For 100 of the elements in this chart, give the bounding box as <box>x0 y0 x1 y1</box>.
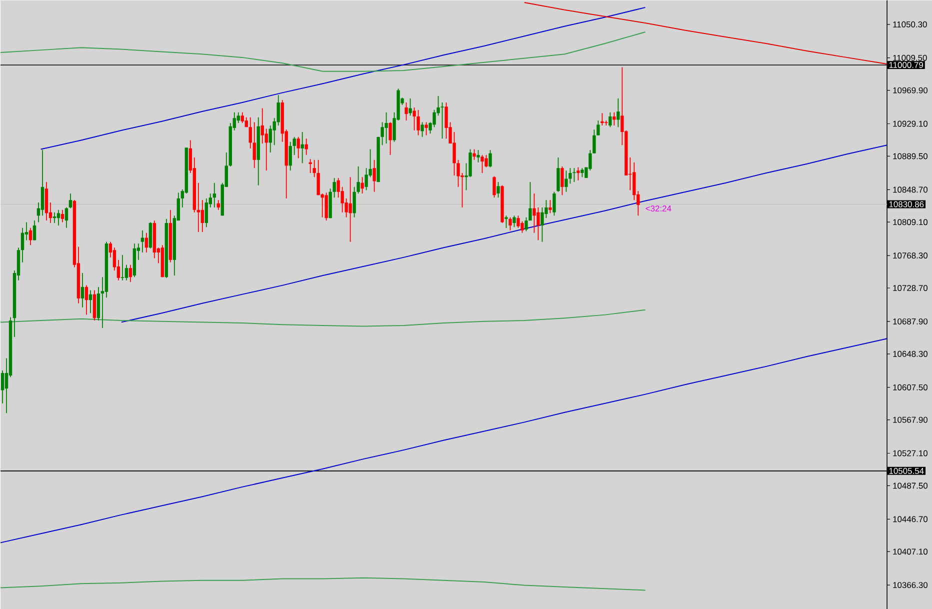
candlestick <box>32 220 36 240</box>
candlestick <box>488 149 492 168</box>
candlestick <box>572 167 576 182</box>
candlestick <box>364 167 368 190</box>
candlestick <box>564 170 568 192</box>
candlestick <box>592 128 596 154</box>
line-series <box>0 31 646 72</box>
candlestick <box>20 227 24 263</box>
candlestick <box>468 148 472 178</box>
y-tick-label: 10487.50 <box>893 482 928 488</box>
candlestick <box>380 122 384 146</box>
candlestick <box>492 176 496 198</box>
ref-line-label: 10830.86 <box>889 201 924 208</box>
y-tick-label: 10809.10 <box>893 218 928 225</box>
candlestick <box>480 154 484 174</box>
candlestick <box>532 192 536 234</box>
candlestick <box>144 232 148 253</box>
candlestick <box>372 159 376 192</box>
candlestick <box>200 199 204 232</box>
candlestick <box>524 216 528 232</box>
candlestick <box>68 192 72 208</box>
candlestick <box>388 122 392 156</box>
candlestick <box>56 209 60 226</box>
candlestick <box>140 230 144 253</box>
annotation: <32:24 <box>646 205 672 212</box>
candlestick <box>120 254 124 281</box>
candlestick <box>264 128 268 171</box>
candlestick <box>88 290 92 314</box>
ref-line-label: 10505.54 <box>889 468 924 474</box>
candlestick <box>204 198 208 228</box>
candlestick <box>80 272 84 308</box>
y-tick-label: 10969.90 <box>893 87 928 94</box>
y-tick-label: 10446.70 <box>893 516 928 522</box>
candlestick <box>324 192 328 221</box>
y-tick-label: 10527.10 <box>893 450 928 456</box>
candlestick <box>124 264 128 281</box>
candlestick <box>240 112 244 124</box>
candlestick <box>440 102 444 139</box>
candlestick <box>332 177 336 198</box>
candlestick <box>28 227 32 246</box>
candlestick <box>472 148 476 160</box>
candlestick <box>40 149 44 216</box>
candlestick <box>496 181 500 198</box>
candlestick <box>92 290 96 321</box>
candlestick <box>452 131 456 176</box>
y-tick-label: 10848.70 <box>893 186 928 192</box>
candlestick <box>432 109 436 128</box>
candlestick <box>288 141 292 171</box>
candlestick <box>128 264 132 282</box>
candlestick <box>568 167 572 184</box>
line-series <box>40 6 646 150</box>
y-tick-label: 10889.50 <box>893 152 928 159</box>
y-tick-label: 10728.70 <box>893 284 928 291</box>
y-tick-label: 10366.30 <box>893 582 928 588</box>
candlestick <box>456 159 460 188</box>
candlestick <box>252 122 256 168</box>
candlestick <box>512 214 516 228</box>
candlestick <box>608 112 612 128</box>
candlestick <box>384 112 388 144</box>
candlestick <box>248 116 252 149</box>
candlestick <box>404 102 408 121</box>
candlestick <box>216 199 220 210</box>
line-series <box>0 577 646 590</box>
candlestick <box>504 214 508 228</box>
candlestick <box>352 186 356 218</box>
candlestick <box>416 109 420 136</box>
candlestick <box>528 181 532 221</box>
candlestick <box>304 138 308 156</box>
candlestick <box>196 182 200 232</box>
candlestick <box>548 199 552 214</box>
candlestick <box>476 149 480 163</box>
candlestick <box>308 158 312 174</box>
candlestick <box>244 116 248 128</box>
candlestick <box>536 206 540 240</box>
candlestick <box>212 182 216 208</box>
candlestick <box>0 370 4 404</box>
candlestick <box>596 120 600 136</box>
candlestick <box>616 98 620 128</box>
candlestick <box>552 191 556 216</box>
candlestick <box>408 98 412 116</box>
candlestick <box>556 156 560 192</box>
candlestick <box>600 112 604 126</box>
candlestick <box>420 122 424 138</box>
candlestick <box>612 112 616 126</box>
y-tick-label: 11050.30 <box>893 21 927 28</box>
candlestick <box>300 131 304 164</box>
candlestick <box>580 167 584 178</box>
y-tick-label: 10768.30 <box>893 252 928 258</box>
y-tick-label: 10687.90 <box>893 318 928 324</box>
candlestick <box>268 124 272 153</box>
candlestick <box>516 214 520 228</box>
candlestick <box>520 220 524 234</box>
candlestick <box>560 166 564 196</box>
candlestick <box>540 206 544 242</box>
candlestick <box>484 154 488 168</box>
candlestick <box>424 122 428 136</box>
y-tick-label: 10567.90 <box>893 416 928 423</box>
candlestick <box>316 159 320 196</box>
ref-line-label: 11000.79 <box>889 62 923 68</box>
line-series <box>0 338 888 543</box>
